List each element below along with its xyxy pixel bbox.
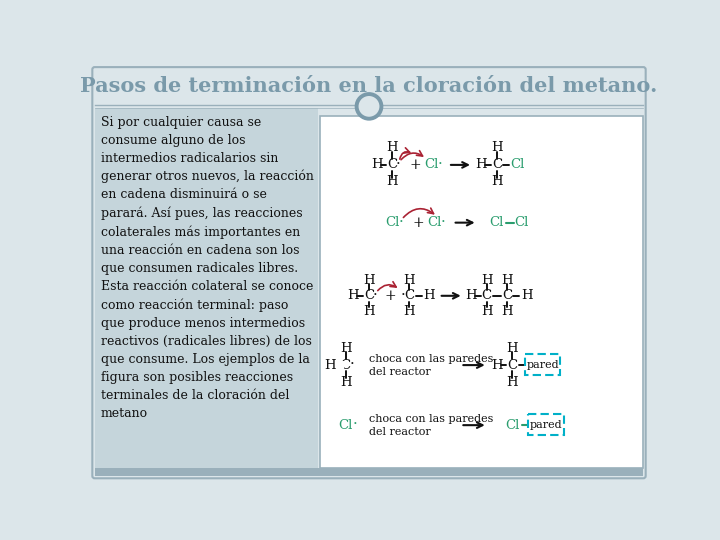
- Text: H: H: [476, 158, 487, 171]
- Text: H: H: [363, 305, 375, 318]
- Text: pared: pared: [526, 360, 559, 370]
- Text: H: H: [348, 289, 359, 302]
- Text: H: H: [521, 289, 533, 302]
- FancyBboxPatch shape: [94, 468, 644, 476]
- Text: ·: ·: [353, 417, 358, 431]
- Text: H: H: [481, 305, 492, 318]
- Text: H: H: [501, 274, 513, 287]
- Text: ·: ·: [396, 157, 401, 171]
- FancyBboxPatch shape: [525, 354, 560, 375]
- Text: ·: ·: [438, 157, 443, 171]
- Text: H: H: [340, 375, 351, 389]
- Text: Cl: Cl: [490, 216, 504, 229]
- Text: Cl: Cl: [338, 418, 353, 431]
- Text: C: C: [508, 359, 518, 372]
- FancyBboxPatch shape: [320, 116, 642, 468]
- Text: C: C: [364, 289, 374, 302]
- Text: H: H: [325, 359, 336, 372]
- Text: H: H: [491, 359, 503, 372]
- Text: del reactor: del reactor: [369, 367, 431, 377]
- Text: C: C: [387, 158, 397, 171]
- Text: H: H: [387, 176, 398, 188]
- Text: H: H: [501, 305, 513, 318]
- Text: C: C: [482, 289, 492, 302]
- Text: H: H: [363, 274, 375, 287]
- Text: H: H: [403, 274, 415, 287]
- Text: H: H: [491, 176, 503, 188]
- Text: pared: pared: [529, 420, 562, 430]
- Text: Si por cualquier causa se
consume alguno de los
intermedios radicalarios sin
gen: Si por cualquier causa se consume alguno…: [101, 116, 314, 420]
- Text: H: H: [387, 141, 398, 154]
- Text: Cl: Cl: [427, 216, 441, 229]
- Text: +: +: [385, 289, 397, 303]
- Text: H: H: [423, 289, 436, 302]
- Text: ·: ·: [441, 215, 446, 229]
- Text: Pasos de terminación en la cloración del metano.: Pasos de terminación en la cloración del…: [81, 76, 657, 96]
- Text: H: H: [507, 342, 518, 355]
- Text: H: H: [403, 305, 415, 318]
- Text: H: H: [491, 141, 503, 154]
- Text: –: –: [336, 358, 343, 372]
- Circle shape: [356, 94, 382, 119]
- Text: C: C: [404, 289, 415, 302]
- Text: ·: ·: [349, 357, 354, 372]
- FancyBboxPatch shape: [94, 108, 318, 468]
- Text: C: C: [341, 359, 351, 372]
- Text: Cl: Cl: [424, 158, 438, 171]
- Text: Cl: Cl: [505, 418, 520, 431]
- FancyBboxPatch shape: [92, 67, 646, 478]
- FancyBboxPatch shape: [329, 361, 344, 369]
- Text: H: H: [340, 342, 351, 355]
- Text: ·: ·: [400, 288, 405, 302]
- Text: H: H: [507, 375, 518, 389]
- Text: H: H: [466, 289, 477, 302]
- Text: C: C: [492, 158, 502, 171]
- Text: choca con las paredes: choca con las paredes: [369, 354, 493, 364]
- Text: H: H: [481, 274, 492, 287]
- Text: H: H: [371, 158, 382, 171]
- Text: +: +: [413, 215, 424, 230]
- Text: C: C: [502, 289, 512, 302]
- Text: +: +: [410, 158, 421, 172]
- Text: ·: ·: [373, 288, 377, 302]
- Text: Cl: Cl: [510, 158, 524, 171]
- FancyBboxPatch shape: [528, 414, 564, 435]
- Text: Cl: Cl: [385, 216, 400, 229]
- Text: del reactor: del reactor: [369, 427, 431, 437]
- Text: choca con las paredes: choca con las paredes: [369, 414, 493, 424]
- Text: ·: ·: [399, 215, 404, 229]
- Text: Cl: Cl: [515, 216, 529, 229]
